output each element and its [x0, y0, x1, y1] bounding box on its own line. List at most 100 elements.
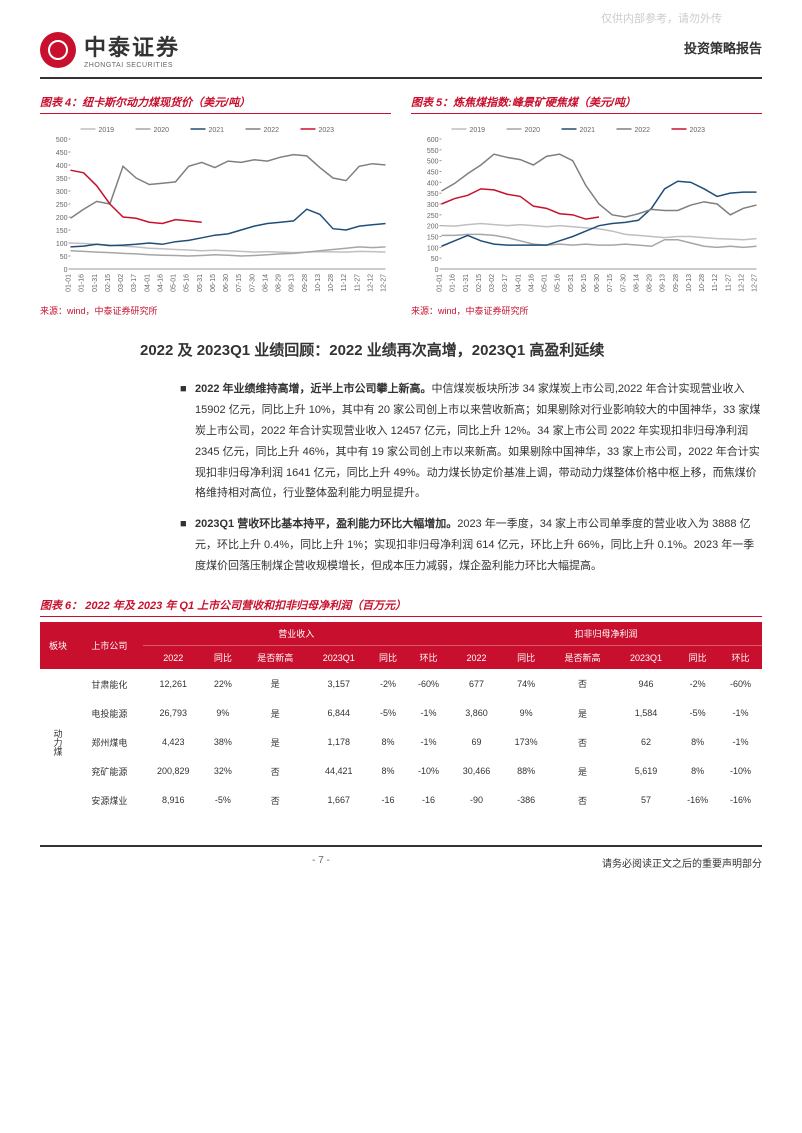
data-cell: 8%	[369, 728, 407, 757]
svg-text:11-27: 11-27	[354, 274, 361, 291]
data-cell: 62	[616, 728, 676, 757]
data-cell: -1%	[719, 728, 762, 757]
svg-text:11-12: 11-12	[341, 274, 348, 291]
data-cell: 是	[549, 757, 616, 786]
svg-text:01-31: 01-31	[463, 274, 470, 292]
data-cell: -16	[369, 786, 407, 815]
data-cell: -60%	[407, 669, 450, 699]
logo-block: 中泰证券 ZHONGTAI SECURITIES	[40, 30, 180, 69]
data-cell: -10%	[719, 757, 762, 786]
svg-text:03-02: 03-02	[489, 274, 496, 292]
data-cell: 郑州煤电	[76, 728, 143, 757]
svg-text:400: 400	[427, 180, 439, 187]
svg-text:07-30: 07-30	[249, 274, 256, 292]
svg-text:06-15: 06-15	[581, 274, 588, 292]
svg-text:2022: 2022	[264, 127, 280, 134]
data-cell: -1%	[407, 728, 450, 757]
data-cell: 44,421	[309, 757, 369, 786]
data-cell: 946	[616, 669, 676, 699]
data-cell: 1,584	[616, 699, 676, 728]
svg-text:09-13: 09-13	[660, 274, 667, 292]
data-cell: 电投能源	[76, 699, 143, 728]
svg-text:2023: 2023	[319, 127, 335, 134]
svg-text:12-12: 12-12	[367, 274, 374, 292]
svg-text:02-15: 02-15	[105, 274, 112, 292]
table-title: 图表 6： 2022 年及 2023 年 Q1 上市公司营收和扣非归母净利润（百…	[40, 597, 762, 617]
svg-text:03-02: 03-02	[118, 274, 125, 292]
data-cell: 3,860	[450, 699, 503, 728]
th-sub: 同比	[369, 646, 407, 670]
svg-text:2019: 2019	[470, 127, 486, 134]
data-cell: 200,829	[143, 757, 204, 786]
chart-4: 图表 4：纽卡斯尔动力煤现货价（美元/吨） 201920202021202220…	[40, 94, 391, 317]
svg-text:05-31: 05-31	[568, 274, 575, 292]
data-cell: 32%	[204, 757, 242, 786]
data-cell: 74%	[503, 669, 549, 699]
svg-text:09-28: 09-28	[302, 274, 309, 292]
data-cell: 4,423	[143, 728, 204, 757]
data-cell: 9%	[503, 699, 549, 728]
data-cell: -16%	[676, 786, 719, 815]
table-row: 兖矿能源200,82932%否44,4218%-10%30,46688%是5,6…	[40, 757, 762, 786]
data-cell: 兖矿能源	[76, 757, 143, 786]
svg-text:100: 100	[427, 245, 439, 252]
data-cell: 1,178	[309, 728, 369, 757]
svg-text:250: 250	[427, 213, 439, 220]
company-name-en: ZHONGTAI SECURITIES	[84, 62, 180, 69]
data-cell: -5%	[204, 786, 242, 815]
svg-text:2023: 2023	[690, 127, 706, 134]
data-cell: 8%	[676, 728, 719, 757]
data-cell: -2%	[676, 669, 719, 699]
svg-text:02-15: 02-15	[476, 274, 483, 292]
svg-text:350: 350	[427, 191, 439, 198]
svg-text:2020: 2020	[525, 127, 541, 134]
svg-text:05-16: 05-16	[555, 274, 562, 292]
svg-text:01-16: 01-16	[450, 274, 457, 292]
chart5-title: 图表 5：炼焦煤指数:峰景矿硬焦煤（美元/吨）	[411, 94, 762, 114]
svg-text:11-12: 11-12	[712, 274, 719, 291]
data-cell: 否	[549, 728, 616, 757]
body-text: 2022 年业绩维持高增，近半上市公司攀上新高。中信煤炭板块所涉 34 家煤炭上…	[180, 379, 762, 577]
svg-text:550: 550	[427, 148, 439, 155]
th-sub: 2022	[143, 646, 204, 670]
data-table: 板块 上市公司 营业收入 扣非归母净利润 2022同比是否新高2023Q1同比环…	[40, 622, 762, 815]
data-cell: 26,793	[143, 699, 204, 728]
data-cell: 38%	[204, 728, 242, 757]
svg-text:2022: 2022	[635, 127, 651, 134]
svg-text:01-01: 01-01	[437, 274, 444, 292]
th-company: 上市公司	[76, 622, 143, 669]
svg-text:03-17: 03-17	[502, 274, 509, 292]
th-sub: 2023Q1	[309, 646, 369, 670]
chart4-title: 图表 4：纽卡斯尔动力煤现货价（美元/吨）	[40, 94, 391, 114]
svg-text:07-15: 07-15	[607, 274, 614, 292]
th-sub: 2022	[450, 646, 503, 670]
data-cell: 6,844	[309, 699, 369, 728]
svg-text:09-28: 09-28	[673, 274, 680, 292]
svg-text:08-14: 08-14	[262, 274, 269, 292]
svg-text:04-01: 04-01	[515, 274, 522, 292]
svg-text:300: 300	[427, 202, 439, 209]
svg-text:2021: 2021	[209, 127, 225, 134]
paragraph-1: 2022 年业绩维持高增，近半上市公司攀上新高。中信煤炭板块所涉 34 家煤炭上…	[180, 379, 762, 504]
data-cell: -1%	[719, 699, 762, 728]
data-cell: -16	[407, 786, 450, 815]
data-cell: 88%	[503, 757, 549, 786]
data-cell: -60%	[719, 669, 762, 699]
svg-text:0: 0	[435, 267, 439, 274]
data-cell: -5%	[369, 699, 407, 728]
svg-text:07-30: 07-30	[620, 274, 627, 292]
svg-text:10-13: 10-13	[315, 274, 322, 292]
svg-text:05-01: 05-01	[542, 274, 549, 292]
th-sub: 同比	[503, 646, 549, 670]
table-row: 安源煤业8,916-5%否1,667-16-16-90-386否57-16%-1…	[40, 786, 762, 815]
data-cell: 9%	[204, 699, 242, 728]
data-cell: -386	[503, 786, 549, 815]
svg-text:01-16: 01-16	[79, 274, 86, 292]
th-profit: 扣非归母净利润	[450, 622, 762, 646]
svg-text:450: 450	[427, 170, 439, 177]
th-sub: 是否新高	[242, 646, 309, 670]
svg-text:05-31: 05-31	[197, 274, 204, 292]
svg-text:06-30: 06-30	[594, 274, 601, 292]
data-cell: 安源煤业	[76, 786, 143, 815]
th-sub: 是否新高	[549, 646, 616, 670]
